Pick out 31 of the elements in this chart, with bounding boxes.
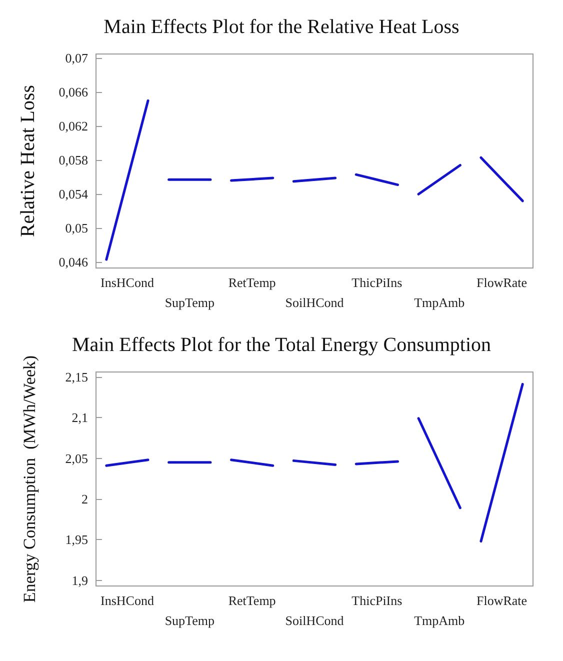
x-tick-label: SupTemp [164, 613, 214, 628]
y-tick-label: 0,046 [58, 254, 88, 270]
y-tick-label: 0,07 [65, 50, 88, 66]
x-tick-label: ThicPiIns [352, 593, 402, 608]
x-tick-label: RetTemp [228, 593, 276, 608]
y-tick-label: 0,062 [58, 118, 88, 134]
x-tick-label: TmpAmb [414, 613, 465, 628]
x-tick-label: InsHCond [100, 275, 154, 290]
x-tick-label: TmpAmb [414, 295, 465, 310]
y-tick-label: 1,9 [72, 572, 88, 588]
y-tick-label: 0,054 [58, 186, 88, 202]
x-tick-label: SupTemp [164, 295, 214, 310]
y-tick-label: 0,05 [65, 220, 88, 236]
y-tick-label: 1,95 [65, 532, 88, 548]
y-axis-title: Energy Consumption (MWh/Week) [20, 355, 39, 603]
y-axis-title: Relative Heat Loss [17, 84, 39, 238]
y-tick-label: 0,066 [58, 84, 88, 100]
y-tick-label: 0,058 [58, 152, 88, 168]
chart-title: Main Effects Plot for the Total Energy Consumption [72, 334, 492, 356]
x-tick-label: InsHCond [100, 593, 154, 608]
x-tick-label: FlowRate [476, 275, 528, 290]
y-tick-label: 2,1 [72, 410, 88, 426]
y-tick-label: 2,15 [65, 369, 88, 384]
x-tick-label: SoilHCond [285, 295, 344, 310]
y-tick-label: 2,05 [65, 450, 88, 466]
chart-title: Main Effects Plot for the Relative Heat Loss [104, 16, 460, 38]
x-tick-label: SoilHCond [285, 613, 344, 628]
x-tick-label: ThicPiIns [352, 275, 402, 290]
x-tick-label: RetTemp [228, 275, 276, 290]
x-tick-label: FlowRate [476, 593, 528, 608]
y-tick-label: 2 [82, 491, 88, 506]
